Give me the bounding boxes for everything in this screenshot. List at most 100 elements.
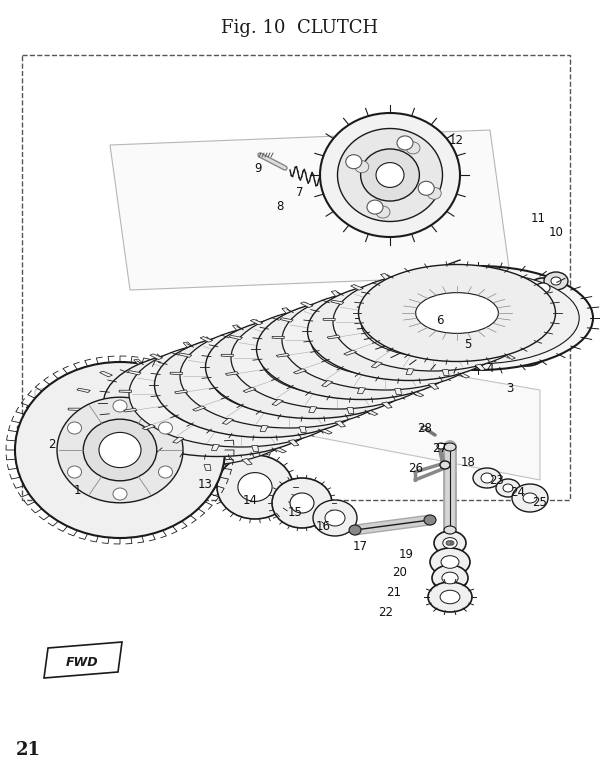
Ellipse shape	[442, 572, 458, 584]
Ellipse shape	[544, 272, 568, 290]
Polygon shape	[163, 463, 171, 469]
Text: 19: 19	[398, 547, 413, 560]
Polygon shape	[165, 371, 182, 385]
Ellipse shape	[503, 484, 513, 492]
Ellipse shape	[113, 400, 127, 412]
Ellipse shape	[455, 300, 464, 307]
Polygon shape	[260, 425, 268, 432]
Ellipse shape	[430, 296, 526, 340]
Polygon shape	[175, 390, 188, 394]
Polygon shape	[124, 408, 137, 412]
Ellipse shape	[523, 493, 537, 503]
Ellipse shape	[210, 453, 226, 481]
Polygon shape	[390, 358, 403, 362]
Ellipse shape	[457, 309, 499, 327]
Text: Fig. 10  CLUTCH: Fig. 10 CLUTCH	[221, 19, 379, 37]
Polygon shape	[127, 371, 134, 377]
Ellipse shape	[450, 541, 454, 545]
Polygon shape	[157, 483, 163, 489]
Polygon shape	[128, 371, 141, 375]
Ellipse shape	[113, 488, 127, 500]
Polygon shape	[323, 318, 335, 321]
Text: 10: 10	[548, 225, 563, 239]
Polygon shape	[503, 354, 515, 360]
Ellipse shape	[367, 310, 452, 352]
Ellipse shape	[68, 466, 82, 478]
Ellipse shape	[238, 472, 272, 501]
Text: 4: 4	[486, 361, 494, 374]
Polygon shape	[380, 273, 391, 279]
Ellipse shape	[430, 548, 470, 576]
Polygon shape	[195, 477, 206, 484]
Polygon shape	[341, 413, 355, 418]
Polygon shape	[107, 475, 125, 489]
Polygon shape	[41, 462, 55, 467]
Ellipse shape	[190, 453, 206, 481]
Polygon shape	[22, 445, 35, 449]
Ellipse shape	[551, 277, 561, 285]
Polygon shape	[350, 285, 363, 290]
Polygon shape	[272, 320, 279, 326]
Ellipse shape	[418, 181, 434, 195]
Polygon shape	[92, 443, 105, 449]
Text: 8: 8	[277, 201, 284, 214]
Ellipse shape	[158, 422, 172, 434]
Text: 9: 9	[254, 161, 262, 174]
Ellipse shape	[437, 443, 445, 449]
Text: 7: 7	[296, 187, 304, 199]
Text: 22: 22	[379, 607, 394, 619]
Polygon shape	[428, 383, 439, 389]
Polygon shape	[235, 393, 248, 398]
Ellipse shape	[158, 466, 172, 478]
Ellipse shape	[361, 286, 505, 357]
Ellipse shape	[416, 293, 499, 334]
Polygon shape	[440, 359, 453, 362]
Polygon shape	[17, 426, 29, 428]
Polygon shape	[350, 395, 363, 398]
Polygon shape	[522, 340, 535, 344]
Text: 26: 26	[409, 462, 424, 476]
Polygon shape	[263, 337, 271, 344]
Ellipse shape	[448, 541, 452, 545]
Text: 3: 3	[506, 381, 514, 394]
Ellipse shape	[444, 526, 456, 534]
Ellipse shape	[268, 345, 358, 388]
Ellipse shape	[450, 541, 454, 545]
Ellipse shape	[68, 422, 82, 434]
Polygon shape	[251, 445, 259, 452]
Ellipse shape	[376, 163, 404, 188]
Polygon shape	[134, 359, 144, 365]
Ellipse shape	[436, 314, 446, 322]
Polygon shape	[331, 300, 344, 304]
Polygon shape	[119, 390, 131, 393]
Polygon shape	[233, 325, 243, 331]
Polygon shape	[327, 335, 340, 339]
Ellipse shape	[491, 328, 502, 337]
Polygon shape	[142, 425, 155, 430]
Text: 2: 2	[48, 438, 56, 452]
Ellipse shape	[272, 478, 332, 528]
Ellipse shape	[455, 328, 464, 337]
Polygon shape	[250, 450, 264, 454]
Text: 28: 28	[418, 422, 433, 435]
Polygon shape	[347, 408, 354, 414]
Polygon shape	[85, 376, 95, 383]
Polygon shape	[35, 345, 540, 480]
Polygon shape	[281, 376, 294, 381]
Polygon shape	[173, 437, 184, 443]
Ellipse shape	[496, 479, 520, 497]
Polygon shape	[371, 362, 382, 367]
Polygon shape	[322, 381, 333, 387]
Ellipse shape	[446, 541, 450, 545]
Ellipse shape	[53, 367, 286, 476]
Ellipse shape	[346, 154, 362, 169]
Polygon shape	[289, 440, 299, 446]
Polygon shape	[80, 425, 93, 435]
Ellipse shape	[325, 510, 345, 526]
Polygon shape	[335, 421, 346, 427]
Polygon shape	[251, 362, 263, 368]
Polygon shape	[365, 410, 378, 415]
Polygon shape	[442, 370, 449, 376]
Ellipse shape	[202, 453, 218, 481]
Ellipse shape	[510, 314, 520, 322]
